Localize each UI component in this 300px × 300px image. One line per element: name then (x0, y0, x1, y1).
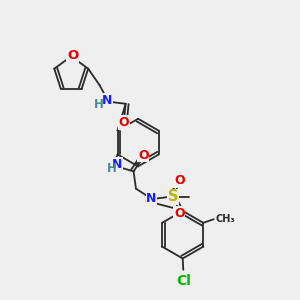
Text: O: O (174, 206, 185, 220)
Text: H: H (94, 98, 104, 111)
Text: O: O (67, 49, 78, 62)
Text: N: N (112, 158, 123, 171)
Text: O: O (119, 116, 130, 129)
Text: H: H (107, 162, 117, 175)
Text: N: N (146, 192, 157, 205)
Text: CH₃: CH₃ (216, 214, 236, 224)
Text: Cl: Cl (176, 274, 191, 288)
Text: S: S (168, 190, 178, 205)
Text: N: N (102, 94, 112, 107)
Text: O: O (174, 174, 185, 188)
Text: O: O (138, 148, 149, 162)
